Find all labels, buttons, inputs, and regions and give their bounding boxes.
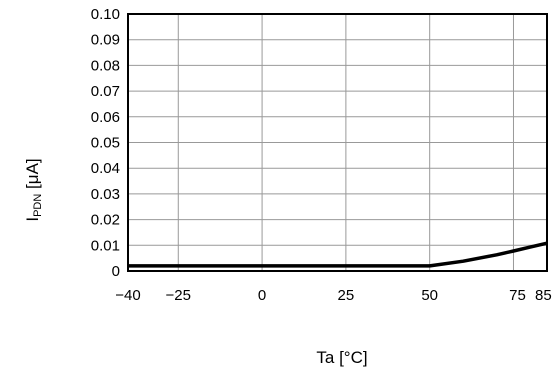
x-tick-label: 0: [258, 287, 266, 304]
y-tick-label: 0.05: [91, 135, 120, 152]
y-tick-label: 0.09: [91, 32, 120, 49]
y-tick-label: 0.08: [91, 57, 120, 74]
y-tick-label: 0: [112, 263, 120, 280]
y-tick-label: 0.06: [91, 109, 120, 126]
y-tick-label: 0.10: [91, 6, 120, 23]
y-tick-label: 0.04: [91, 160, 120, 177]
x-axis-label: Ta [°C]: [316, 348, 367, 367]
x-tick-label: −25: [166, 287, 191, 304]
x-tick-label: 85: [535, 287, 552, 304]
y-tick-label: 0.01: [91, 237, 120, 254]
plot-frame: [127, 13, 548, 272]
x-tick-label: −40: [115, 287, 140, 304]
y-tick-label: 0.03: [91, 186, 120, 203]
x-tick-label: 75: [509, 287, 526, 304]
tick-labels: 0 0.01 0.02 0.03 0.04 0.05 0.06 0.07 0.08 0.09 0.1…: [91, 6, 552, 304]
series-line: [128, 241, 548, 268]
y-tick-label: 0.07: [91, 83, 120, 100]
x-tick-label: 25: [338, 287, 355, 304]
y-axis-label: IPDN [μA]: [23, 158, 44, 221]
x-tick-label: 50: [421, 287, 438, 304]
grid-lines: [127, 13, 548, 272]
y-tick-label: 0.02: [91, 212, 120, 229]
